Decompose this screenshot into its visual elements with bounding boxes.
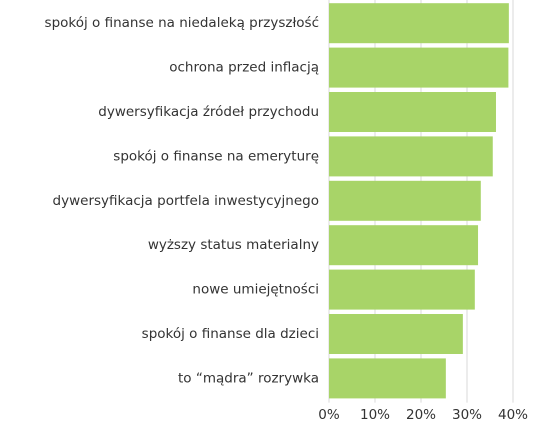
bar — [329, 92, 496, 132]
x-tick-label: 10% — [360, 407, 390, 423]
y-tick-label: spokój o finanse dla dzieci — [142, 326, 319, 342]
bar — [329, 269, 475, 310]
x-tick-label: 40% — [498, 407, 528, 423]
y-tick-label: wyższy status materialny — [148, 237, 319, 253]
bar — [329, 180, 481, 221]
y-tick-label: nowe umiejętności — [192, 282, 319, 298]
y-tick-label: spokój o finanse na emeryturę — [113, 148, 319, 164]
bar — [329, 3, 509, 44]
y-tick-label: ochrona przed inflacją — [169, 60, 319, 76]
bar — [329, 225, 479, 266]
bar — [329, 358, 446, 399]
y-tick-label: dywersyfikacja źródeł przychodu — [98, 104, 319, 120]
x-tick-label: 20% — [406, 407, 436, 423]
y-tick-label: spokój o finanse na niedaleką przyszłość — [45, 15, 319, 31]
bar — [329, 314, 463, 354]
y-tick-label: dywersyfikacja portfela inwestycyjnego — [53, 193, 319, 209]
x-tick-label: 0% — [318, 407, 340, 423]
bar — [329, 136, 493, 177]
x-tick-label: 30% — [452, 407, 482, 423]
y-tick-label: to “mądra” rozrywka — [178, 370, 319, 386]
bar — [329, 47, 509, 88]
